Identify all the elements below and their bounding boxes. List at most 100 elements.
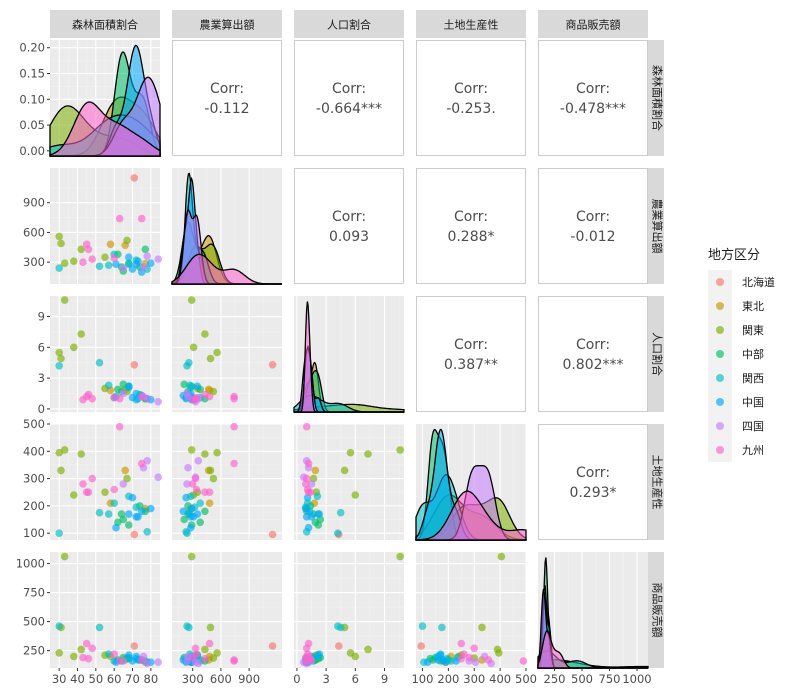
- x-tick-label: 1000: [622, 672, 651, 686]
- y-tick-label: 300: [23, 255, 45, 269]
- scatter-point: [110, 499, 118, 508]
- y-tick-label: 900: [23, 196, 45, 210]
- x-tick-label: 3: [322, 672, 329, 686]
- scatter-point: [55, 448, 63, 457]
- strip-right-3: [648, 424, 664, 540]
- scatter-point: [307, 480, 316, 488]
- legend-label: 四国: [742, 420, 764, 433]
- y-tick-label: 3: [38, 371, 45, 385]
- scatter-point: [311, 518, 320, 527]
- scatter-point: [334, 529, 342, 537]
- y-tick-label: 200: [23, 499, 45, 513]
- scatter-points: [55, 174, 162, 276]
- scatter-point: [187, 383, 195, 392]
- scatter-point: [187, 504, 196, 513]
- y-tick-label: 750: [23, 586, 45, 600]
- corr-value: -0.112: [204, 101, 249, 117]
- scatter-points: [179, 296, 277, 406]
- scatter-point: [209, 654, 218, 662]
- scatter-point: [79, 480, 87, 488]
- scatter-points: [179, 422, 277, 539]
- y-tick-label: 6: [38, 340, 45, 354]
- scatter-point: [201, 488, 209, 497]
- scatter-point: [336, 508, 345, 517]
- strip-right-4: [648, 552, 664, 668]
- scatter-point: [77, 450, 85, 458]
- corr-label: Corr:: [332, 209, 366, 225]
- scatter-point: [304, 459, 313, 468]
- scatter-point: [519, 657, 528, 665]
- scatter-point: [185, 358, 193, 367]
- y-tick-label: 250: [23, 644, 45, 658]
- scatter-point: [130, 642, 139, 650]
- scatter-point: [179, 507, 188, 516]
- density-group: [415, 428, 527, 541]
- corr-label: Corr:: [210, 81, 244, 97]
- panel-corr: [294, 168, 404, 284]
- scatter-point: [442, 658, 450, 666]
- scatter-point: [143, 252, 151, 260]
- scatter-point: [130, 361, 139, 369]
- scatter-point: [119, 264, 128, 272]
- scatter-point: [154, 397, 162, 406]
- corr-label: Corr:: [576, 81, 610, 97]
- scatter-point: [77, 645, 85, 654]
- legend-swatch: [716, 398, 724, 406]
- corr-value: 0.802***: [562, 357, 623, 373]
- scatter-point: [70, 343, 78, 352]
- x-tick-label: 500: [571, 672, 593, 686]
- scatter-points: [55, 552, 162, 668]
- corr-value: 0.093: [329, 229, 369, 245]
- panel-corr: [416, 168, 526, 284]
- scatter-point: [184, 463, 192, 472]
- scatter-point: [268, 361, 277, 369]
- scatter-point: [115, 422, 124, 431]
- scatter-point: [193, 382, 202, 391]
- density-curve: [294, 301, 404, 413]
- scatter-point: [189, 343, 198, 352]
- scatter-point: [484, 656, 493, 664]
- strip-right-group: 人口割合: [651, 332, 665, 376]
- scatter-point: [84, 245, 93, 254]
- density-curve: [537, 630, 648, 669]
- strip-right-group: 土地生産性: [651, 455, 665, 510]
- scatter-point: [110, 254, 118, 262]
- scatter-point: [493, 645, 502, 654]
- scatter-point: [188, 480, 197, 488]
- scatter-point: [79, 653, 87, 662]
- corr-value: -0.664***: [316, 101, 382, 117]
- scatter-point: [125, 253, 133, 261]
- x-tick-label: 80: [144, 672, 159, 686]
- corr-label: Corr:: [576, 209, 610, 225]
- scatter-point: [143, 528, 151, 536]
- scatter-point: [114, 385, 122, 394]
- scatter-point: [194, 457, 203, 465]
- scatter-point: [201, 645, 209, 654]
- density-curve: [171, 253, 282, 285]
- y-tick-label: 400: [23, 444, 45, 458]
- scatter-point: [304, 523, 313, 532]
- x-tick-label: 300: [463, 672, 485, 686]
- panel-scatter: [172, 552, 282, 668]
- scatter-point: [213, 348, 221, 357]
- strip-top-label: 商品販売額: [566, 18, 621, 32]
- scatter-point: [128, 265, 137, 273]
- scatter-point: [346, 448, 355, 457]
- legend-title: 地方区分: [708, 247, 760, 263]
- scatter-point: [104, 381, 113, 390]
- scatter-point: [201, 654, 209, 663]
- scatter-point: [183, 657, 191, 665]
- scatter-point: [154, 473, 162, 482]
- legend-swatch: [716, 302, 724, 310]
- strip-right-group: 森林面積割合: [651, 65, 665, 131]
- corr-value: -0.012: [570, 229, 615, 245]
- scatter-point: [205, 499, 214, 508]
- scatter-point: [110, 393, 118, 402]
- scatter-point: [470, 644, 479, 653]
- scatter-point: [180, 515, 188, 524]
- scatter-point: [141, 245, 150, 254]
- scatter-point: [192, 485, 201, 494]
- scatter-point: [188, 653, 197, 662]
- scatter-point: [268, 530, 277, 539]
